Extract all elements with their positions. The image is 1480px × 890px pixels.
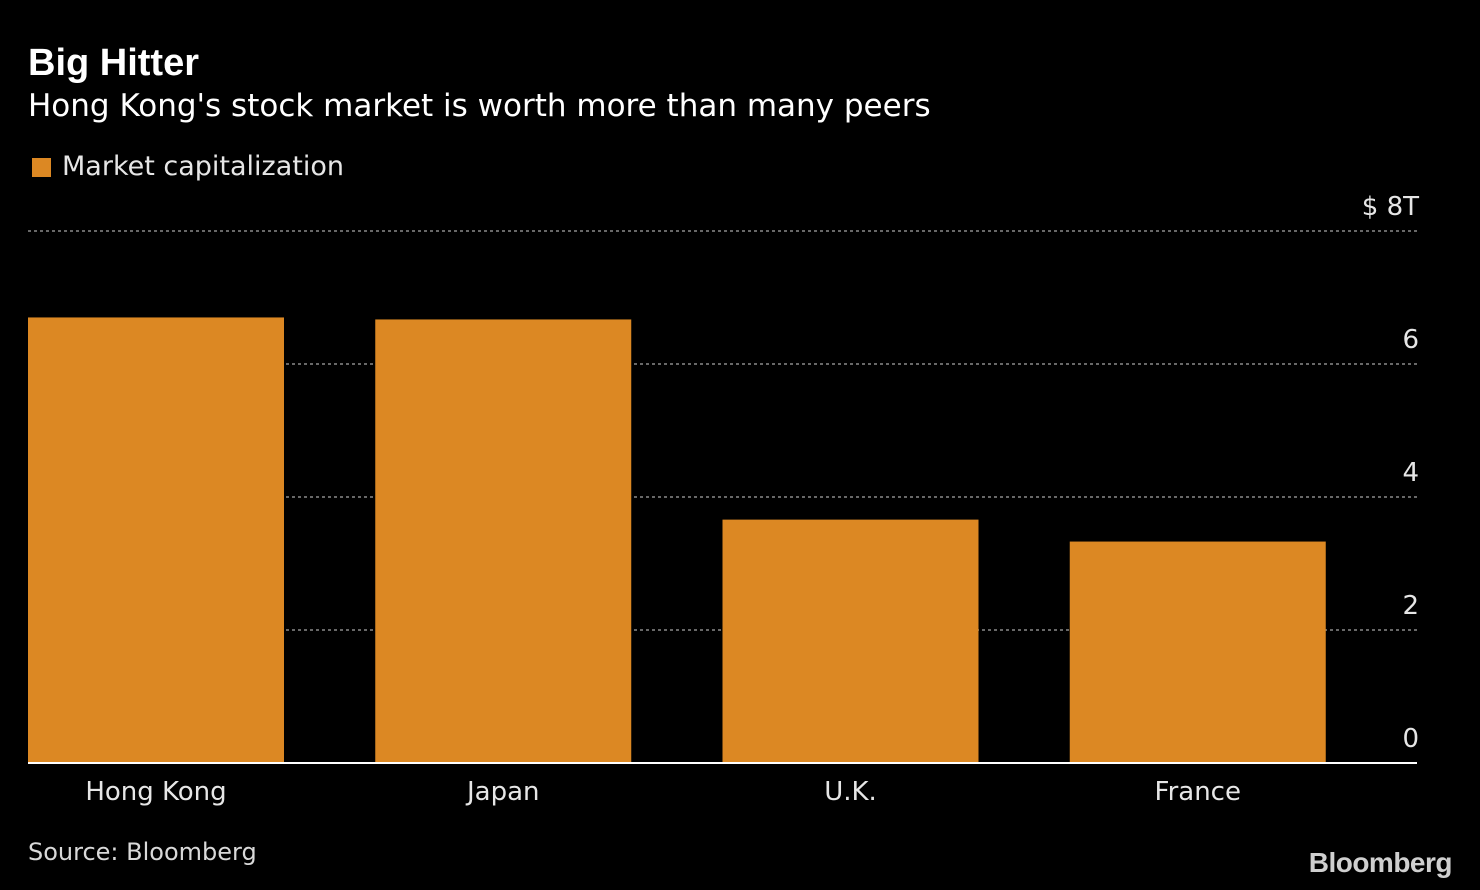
bars bbox=[28, 317, 1326, 763]
y-tick-label: 4 bbox=[1402, 458, 1419, 488]
y-tick-label: $ 8T bbox=[1362, 192, 1419, 222]
legend-label: Market capitalization bbox=[62, 151, 344, 182]
bar-japan bbox=[375, 319, 632, 763]
legend: Market capitalization bbox=[32, 150, 344, 184]
y-axis-ticks: 0 2 4 6 $ 8T bbox=[1362, 192, 1419, 754]
source-note: Source: Bloomberg bbox=[28, 838, 257, 866]
y-tick-label: 6 bbox=[1402, 325, 1419, 355]
x-tick-label: Hong Kong bbox=[85, 777, 226, 807]
bar-hong-kong bbox=[28, 317, 284, 763]
x-tick-label: U.K. bbox=[824, 777, 877, 807]
chart-title: Big Hitter bbox=[28, 42, 199, 84]
x-tick-label: Japan bbox=[465, 777, 540, 807]
y-tick-label: 0 bbox=[1402, 724, 1419, 754]
bar-france bbox=[1069, 541, 1326, 763]
bar-u-k bbox=[722, 519, 979, 763]
legend-swatch bbox=[32, 157, 51, 177]
bloomberg-logo: Bloomberg bbox=[1308, 847, 1453, 878]
y-tick-label: 2 bbox=[1402, 591, 1419, 621]
chart-subtitle: Hong Kong's stock market is worth more t… bbox=[28, 88, 931, 124]
x-tick-label: France bbox=[1155, 777, 1241, 807]
x-axis-ticks: Hong Kong Japan U.K. France bbox=[85, 777, 1241, 807]
